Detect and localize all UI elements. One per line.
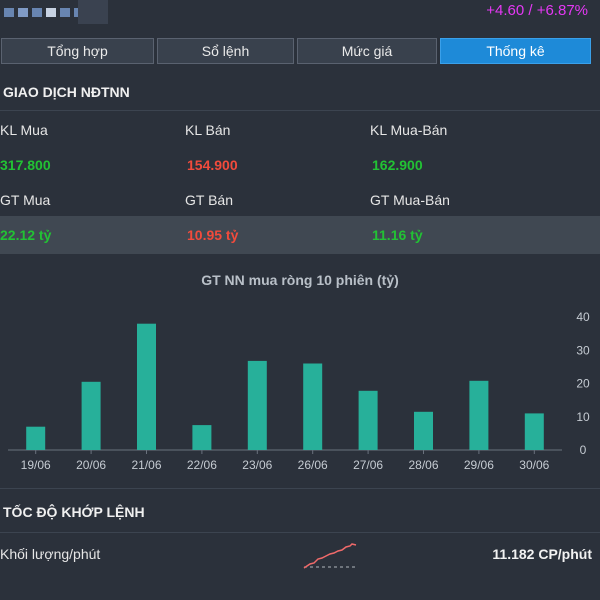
chart-title: GT NN mua ròng 10 phiên (tỷ): [201, 272, 399, 288]
gt-ban-label: GT Bán: [185, 192, 233, 208]
bar[interactable]: [26, 426, 46, 450]
y-tick-label: 30: [576, 343, 590, 357]
speed-sparkline-icon: [303, 543, 357, 569]
kl-ban-value: 154.900: [187, 157, 238, 173]
bar[interactable]: [414, 411, 433, 450]
x-tick-label: 22/06: [187, 458, 217, 472]
bar[interactable]: [81, 381, 101, 450]
tab-muc-gia[interactable]: Mức giá: [297, 38, 437, 64]
kl-net-label: KL Mua-Bán: [370, 122, 448, 138]
highlight-row: [0, 216, 600, 254]
bar[interactable]: [192, 425, 212, 450]
kl-mua-label: KL Mua: [0, 122, 48, 138]
gt-net-label: GT Mua-Bán: [370, 192, 450, 208]
x-tick-label: 21/06: [131, 458, 161, 472]
gt-ban-value: 10.95 tỷ: [187, 227, 239, 243]
y-tick-label: 10: [576, 410, 590, 424]
kl-ban-label: KL Bán: [185, 122, 231, 138]
avatar: [78, 0, 108, 24]
top-bar: +4.60 / +6.87%: [0, 0, 600, 30]
y-tick-label: 40: [576, 310, 590, 324]
bar[interactable]: [137, 323, 156, 450]
y-tick-label: 20: [576, 377, 590, 391]
bar[interactable]: [524, 413, 544, 450]
divider: [0, 110, 600, 111]
price-change: +4.60 / +6.87%: [486, 2, 588, 19]
bar[interactable]: [247, 360, 267, 450]
divider: [0, 532, 600, 533]
x-tick-label: 23/06: [242, 458, 272, 472]
tab-tong-hop[interactable]: Tổng hợp: [1, 38, 154, 64]
match-speed-title: TỐC ĐỘ KHỚP LỆNH: [3, 504, 145, 520]
x-tick-label: 26/06: [298, 458, 328, 472]
bar[interactable]: [303, 363, 323, 451]
gt-mua-label: GT Mua: [0, 192, 51, 208]
kl-mua-value: 317.800: [0, 157, 51, 173]
gt-net-value: 11.16 tỷ: [372, 227, 423, 243]
speed-label: Khối lượng/phút: [0, 546, 101, 562]
bar[interactable]: [358, 390, 378, 450]
x-tick-label: 27/06: [353, 458, 383, 472]
gt-mua-value: 22.12 tỷ: [0, 227, 52, 243]
x-tick-label: 20/06: [76, 458, 106, 472]
logo-icon: [4, 8, 84, 17]
foreign-trade-title: GIAO DỊCH NĐTNN: [3, 84, 130, 100]
net-buy-bar-chart: 19/06 20/06 21/06 22/06 23/06 26/06 27/06 28/06…: [8, 310, 590, 472]
x-tick-label: 19/06: [21, 458, 51, 472]
x-tick-label: 29/06: [464, 458, 494, 472]
x-tick-label: 28/06: [408, 458, 438, 472]
tab-bar: Tổng hợp Sổ lệnh Mức giá Thống kê: [0, 38, 600, 64]
kl-net-value: 162.900: [372, 157, 423, 173]
tab-so-lenh[interactable]: Sổ lệnh: [157, 38, 294, 64]
y-tick-label: 0: [580, 443, 587, 457]
divider: [0, 488, 600, 489]
speed-value: 11.182 CP/phút: [492, 546, 592, 562]
tab-thong-ke[interactable]: Thống kê: [440, 38, 591, 64]
bar[interactable]: [469, 380, 489, 450]
x-tick-label: 30/06: [519, 458, 549, 472]
